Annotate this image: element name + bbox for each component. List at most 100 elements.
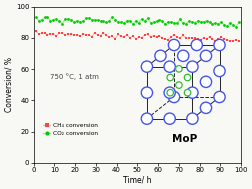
Circle shape [187,87,198,98]
Circle shape [200,102,212,113]
Point [199,39,203,42]
Point [149,21,153,24]
Point [202,36,206,39]
Point [184,36,188,39]
Point [113,18,117,21]
Point [116,20,120,23]
Point [154,36,159,39]
Circle shape [168,91,180,103]
Point [219,21,223,24]
Circle shape [214,39,225,51]
Point [158,35,162,38]
Circle shape [214,65,225,77]
Point [213,40,217,43]
Point [187,36,191,39]
Point [113,37,117,40]
Point [143,20,147,23]
Point [51,18,55,21]
Point [60,32,64,35]
Point [134,19,138,22]
Circle shape [141,87,152,98]
Point [199,20,203,23]
Circle shape [184,89,191,96]
Point [158,18,162,21]
Point [37,19,41,22]
Point [205,37,209,40]
Point [48,32,52,35]
Point [110,35,114,38]
Circle shape [167,74,173,81]
Point [104,21,108,24]
Point [102,20,106,23]
Point [81,20,85,23]
Circle shape [164,113,175,124]
Circle shape [187,113,198,124]
Point [34,30,38,33]
Point [237,39,241,42]
Point [169,35,173,38]
Point [193,37,197,40]
Point [181,34,185,37]
Circle shape [200,76,212,88]
Point [193,21,197,24]
Point [128,19,132,22]
Point [169,20,173,23]
Point [187,20,191,23]
Point [134,37,138,40]
Point [69,18,73,21]
Point [99,34,103,37]
Point [51,32,55,35]
Point [45,33,49,36]
Point [131,34,135,37]
Point [228,39,232,42]
Point [102,31,106,34]
Point [75,19,79,22]
Point [107,36,111,39]
Point [234,25,238,28]
Point [196,37,200,40]
Point [122,21,126,24]
Point [54,17,58,20]
Point [166,38,170,41]
Point [57,19,61,22]
Circle shape [187,61,198,72]
Point [92,18,97,21]
Point [222,23,226,26]
Point [54,35,58,38]
Point [178,37,182,40]
Point [87,33,91,36]
Circle shape [167,89,173,96]
Point [66,33,70,36]
Circle shape [191,39,202,51]
Point [146,17,150,20]
Point [234,38,238,41]
Circle shape [176,66,182,72]
Point [90,18,94,21]
Point [225,39,229,42]
Point [72,21,76,24]
Circle shape [178,50,189,61]
Point [78,20,82,23]
Point [231,24,235,27]
X-axis label: Time/ h: Time/ h [123,176,152,185]
Point [60,22,64,25]
Point [160,36,164,40]
Point [110,15,114,18]
Point [216,37,220,40]
Point [216,22,220,25]
Point [143,33,147,36]
Point [104,34,108,37]
Point [40,32,44,35]
Point [107,20,111,23]
Point [149,36,153,39]
Circle shape [141,113,152,124]
Point [63,18,67,21]
Point [196,19,200,22]
Circle shape [214,91,225,103]
Point [163,38,167,41]
Point [116,33,120,36]
Text: 750 °C, 1 atm: 750 °C, 1 atm [50,73,99,80]
Point [37,33,41,36]
Circle shape [200,50,212,61]
Point [228,21,232,24]
